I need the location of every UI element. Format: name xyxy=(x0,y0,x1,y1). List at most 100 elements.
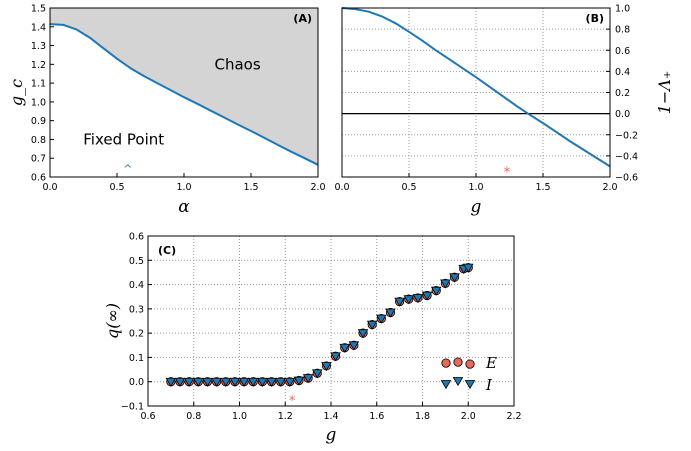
panel-b-y-tick-label: 1.0 xyxy=(615,4,630,15)
panel-b-x-tick-label: 2.0 xyxy=(602,182,617,193)
panel-b-grid xyxy=(341,7,611,178)
panel-c-x-tick-label: 1.2 xyxy=(278,411,293,422)
panel-c-y-tick-label: 0.3 xyxy=(129,304,144,315)
panel-b-y-tick-label: −0.2 xyxy=(615,130,638,141)
panel-b-x-ticks: 0.0 0.5 1.0 1.5 2.0 xyxy=(334,173,618,193)
panel-a-y-tick-label: 1.5 xyxy=(31,4,46,15)
critical-gain-curve xyxy=(49,23,319,166)
legend: E I xyxy=(440,354,497,394)
data-point-i xyxy=(311,369,323,379)
data-point-i xyxy=(366,320,378,330)
panel-a-y-tick-label: 0.6 xyxy=(31,173,46,184)
panel-b-y-tick-label: −0.6 xyxy=(615,173,638,184)
panel-a-y-tick-label: 0.7 xyxy=(31,154,46,165)
panel-c-y-label: q(∞) xyxy=(103,303,122,339)
panel-a-y-tick-label: 0.9 xyxy=(31,116,46,127)
panel-c-label: (C) xyxy=(158,244,176,257)
panel-a-y-tick-label: 1.1 xyxy=(31,79,46,90)
panel-c-y-tick-label: 0.1 xyxy=(129,353,144,364)
panel-b-x-tick-label: 0.5 xyxy=(401,182,416,193)
data-point-i xyxy=(229,377,241,387)
panel-a-y-tick-label: 1.3 xyxy=(31,41,46,52)
data-point-i xyxy=(174,377,186,387)
data-point-i xyxy=(385,308,396,318)
data-point-i xyxy=(403,295,415,305)
data-point-i xyxy=(257,377,268,387)
legend-marker-i xyxy=(464,380,476,390)
data-point-i xyxy=(449,273,460,283)
legend-marker-i xyxy=(452,377,464,387)
data-point-i xyxy=(348,341,360,351)
panel-a-label: (A) xyxy=(293,12,312,25)
panel-b-y-tick-label: −0.4 xyxy=(615,151,638,162)
legend-marker-e xyxy=(453,357,463,367)
stability-curve xyxy=(341,7,611,168)
panel-a-x-tick-label: 1.5 xyxy=(243,182,258,193)
panel-c-y-tick-label: 0.0 xyxy=(129,377,144,388)
data-point-i xyxy=(266,377,277,387)
legend-marker-i xyxy=(440,380,452,390)
panel-c-y-tick-label: 0.6 xyxy=(129,232,144,243)
data-point-i xyxy=(211,377,222,387)
data-point-i xyxy=(440,279,451,289)
caret-marker: ^ xyxy=(123,163,132,176)
panel-c-x-tick-label: 0.8 xyxy=(186,411,201,422)
panel-a-x-tick-label: 0.5 xyxy=(109,182,124,193)
legend-marker-e xyxy=(465,359,475,369)
panel-c-y-ticks: −0.1 0.0 0.1 0.2 0.3 0.4 0.5 0.6 xyxy=(121,232,152,413)
panel-a-x-ticks: 0.0 0.5 1.0 1.5 2.0 xyxy=(42,173,326,193)
data-point-i xyxy=(293,376,305,386)
data-point-i xyxy=(220,377,232,387)
data-point-i xyxy=(183,377,195,387)
panel-c-y-tick-label: 0.4 xyxy=(129,280,144,291)
panel-b-x-tick-label: 1.0 xyxy=(468,182,483,193)
data-point-i xyxy=(193,377,204,387)
panel-a: 0.0 0.5 1.0 1.5 2.0 0.6 0.7 0.8 0.9 1.0 1.1 1.2 1.3… xyxy=(7,4,326,218)
panel-a-y-tick-label: 0.8 xyxy=(31,135,46,146)
panel-c-x-tick-label: 2.2 xyxy=(506,411,521,422)
panel-b-y-tick-label: 0.4 xyxy=(615,67,630,78)
critical-star-marker: * xyxy=(289,394,296,409)
data-point-i xyxy=(357,329,369,339)
panel-c-frame xyxy=(147,235,515,407)
panel-b-y-tick-label: 0.0 xyxy=(615,109,630,120)
panel-b-x-tick-label: 1.5 xyxy=(535,182,550,193)
panel-a-x-tick-label: 2.0 xyxy=(310,182,325,193)
panel-b-label: (B) xyxy=(586,12,604,25)
panel-c-y-tick-label: 0.2 xyxy=(129,329,144,340)
panel-a-x-label: α xyxy=(178,197,190,217)
data-point-i xyxy=(339,343,351,353)
panel-b-x-label: g xyxy=(471,197,482,217)
panel-c-x-ticks: 0.6 0.8 1.0 1.2 1.4 1.6 1.8 2.0 2.2 xyxy=(140,402,522,422)
data-point-i xyxy=(394,297,405,307)
panel-a-y-label: g_c xyxy=(7,79,26,106)
data-point-i xyxy=(238,377,250,387)
chaos-region xyxy=(50,8,318,165)
panel-c-x-tick-label: 0.6 xyxy=(140,411,155,422)
panel-a-frame xyxy=(49,7,319,178)
panel-b-y-tick-label: 0.2 xyxy=(615,88,630,99)
legend-marker-e xyxy=(441,358,451,368)
data-point-i xyxy=(165,377,177,387)
panel-b-y-label: 1−Λ₊ xyxy=(655,71,674,115)
panel-c-x-tick-label: 1.6 xyxy=(369,411,384,422)
panel-c-x-tick-label: 1.0 xyxy=(232,411,247,422)
panel-c: 0.6 0.8 1.0 1.2 1.4 1.6 1.8 2.0 2.2 −0.1 0.0 0.1 0.… xyxy=(103,232,522,446)
legend-entry-e xyxy=(441,357,475,369)
data-point-i xyxy=(376,314,387,324)
data-point-i xyxy=(330,352,341,362)
data-point-i xyxy=(302,374,314,384)
chaos-label: Chaos xyxy=(215,55,261,73)
panel-b-y-tick-label: 0.6 xyxy=(615,46,630,57)
data-point-i xyxy=(247,377,259,387)
panel-a-y-tick-label: 1.4 xyxy=(31,22,46,33)
panel-b-y-tick-label: 0.8 xyxy=(615,25,630,36)
panel-c-points xyxy=(165,262,474,387)
panel-a-x-tick-label: 0.0 xyxy=(42,182,57,193)
data-point-i xyxy=(275,377,286,387)
panel-b-x-tick-label: 0.0 xyxy=(334,182,349,193)
legend-entry-i xyxy=(440,377,476,390)
data-point-i xyxy=(421,291,433,301)
panel-c-x-tick-label: 2.0 xyxy=(461,411,476,422)
legend-label-i: I xyxy=(485,376,493,394)
